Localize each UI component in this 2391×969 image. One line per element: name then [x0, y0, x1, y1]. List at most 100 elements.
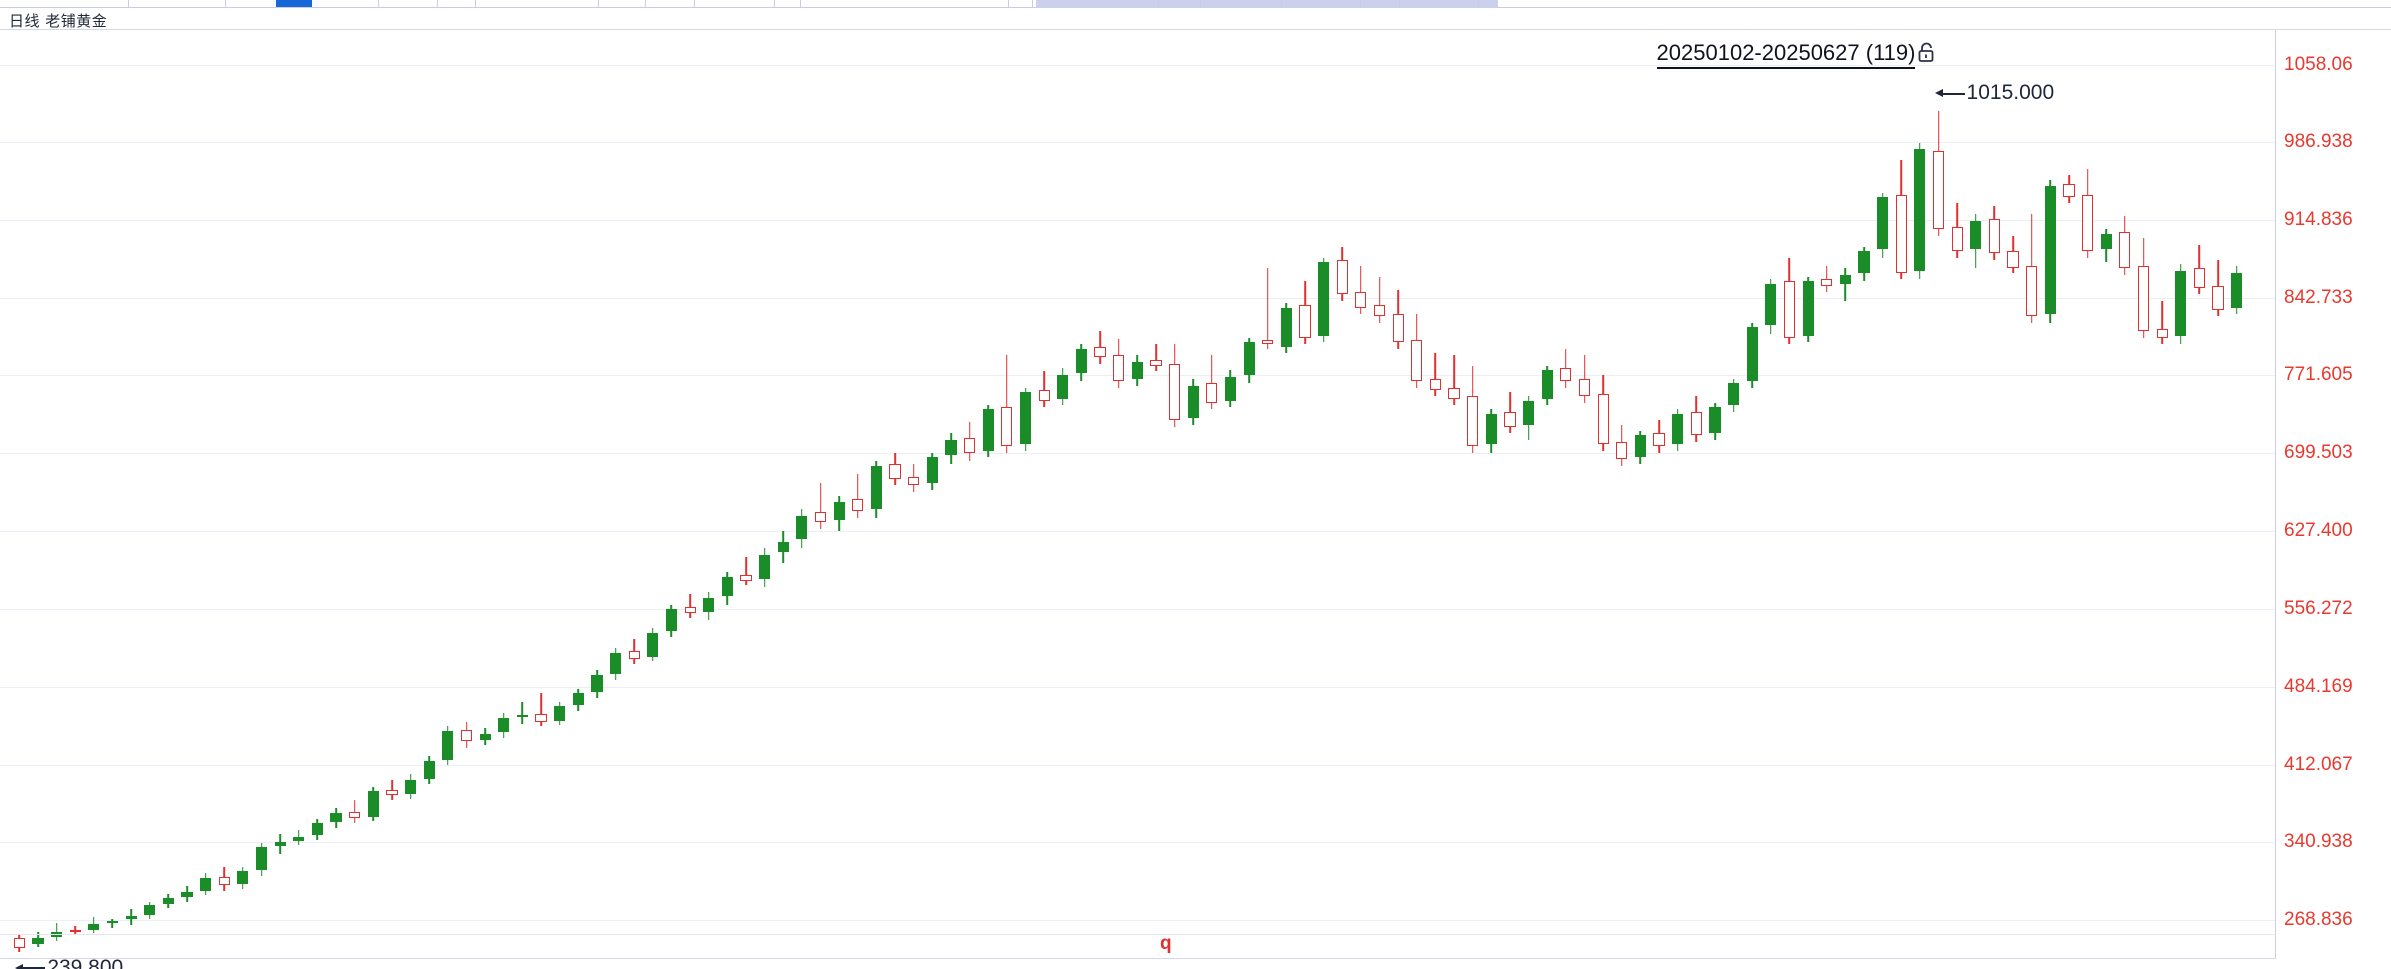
candlestick[interactable] — [535, 30, 547, 959]
unlock-icon[interactable] — [1917, 41, 1936, 68]
candlestick[interactable] — [759, 30, 771, 959]
candlestick[interactable] — [2231, 30, 2243, 959]
candlestick[interactable] — [1970, 30, 1982, 959]
candlestick[interactable] — [1411, 30, 1423, 959]
candlestick[interactable] — [69, 30, 81, 959]
candlestick[interactable] — [1560, 30, 1572, 959]
candlestick[interactable] — [1224, 30, 1237, 959]
candlestick[interactable] — [1467, 30, 1479, 959]
candlestick[interactable] — [2137, 30, 2150, 959]
candlestick[interactable] — [814, 30, 827, 959]
candlestick[interactable] — [349, 30, 361, 959]
candlestick[interactable] — [106, 30, 119, 959]
candlestick[interactable] — [1131, 30, 1143, 959]
candlestick[interactable] — [88, 30, 100, 959]
candlestick[interactable] — [665, 30, 678, 959]
candlestick[interactable] — [1616, 30, 1628, 959]
candlestick[interactable] — [684, 30, 696, 959]
candlestick[interactable] — [628, 30, 640, 959]
candlestick[interactable] — [1019, 30, 1032, 959]
candlestick[interactable] — [1858, 30, 1870, 959]
candlestick[interactable] — [1709, 30, 1721, 959]
candlestick[interactable] — [386, 30, 398, 959]
candlestick[interactable] — [1746, 30, 1758, 959]
candlestick[interactable] — [1914, 30, 1926, 959]
candlestick[interactable] — [1523, 30, 1535, 959]
candlestick[interactable] — [442, 30, 454, 959]
candlestick[interactable] — [1187, 30, 1199, 959]
candlestick[interactable] — [1094, 30, 1106, 959]
candlestick[interactable] — [1336, 30, 1348, 959]
candlestick[interactable] — [274, 30, 286, 959]
candlestick[interactable] — [1299, 30, 1311, 959]
candlestick[interactable] — [703, 30, 715, 959]
date-range-badge[interactable]: 20250102-20250627 (119) — [1656, 40, 1937, 69]
candlestick[interactable] — [293, 30, 305, 959]
candlestick[interactable] — [609, 30, 622, 959]
candlestick[interactable] — [1262, 30, 1274, 959]
candlestick[interactable] — [833, 30, 845, 959]
candlestick[interactable] — [889, 30, 901, 959]
candlestick[interactable] — [1075, 30, 1087, 959]
candlestick[interactable] — [144, 30, 156, 959]
candlestick[interactable] — [721, 30, 733, 959]
candlestick[interactable] — [423, 30, 435, 959]
candlestick[interactable] — [516, 30, 528, 959]
candlestick[interactable] — [796, 30, 808, 959]
candlestick[interactable] — [125, 30, 137, 959]
candlestick[interactable] — [1988, 30, 2001, 959]
candlestick[interactable] — [1150, 30, 1162, 959]
candlestick[interactable] — [1485, 30, 1497, 959]
candlestick[interactable] — [255, 30, 268, 959]
candlestick[interactable] — [1634, 30, 1646, 959]
candlestick[interactable] — [1932, 30, 1945, 959]
candlestick[interactable] — [1206, 30, 1218, 959]
candlestick[interactable] — [1653, 30, 1665, 959]
candlestick[interactable] — [945, 30, 957, 959]
candlestick[interactable] — [2193, 30, 2205, 959]
candlestick[interactable] — [1504, 30, 1516, 959]
candlestick[interactable] — [1355, 30, 1367, 959]
candlestick[interactable] — [1951, 30, 1963, 959]
tab-selected[interactable] — [276, 0, 312, 7]
candlestick[interactable] — [330, 30, 342, 959]
candlestick[interactable] — [647, 30, 659, 959]
candlestick[interactable] — [2044, 30, 2056, 959]
candlestick[interactable] — [1168, 30, 1181, 959]
candlestick[interactable] — [740, 30, 752, 959]
candlestick[interactable] — [1839, 30, 1851, 959]
candlestick[interactable] — [1448, 30, 1460, 959]
candlestick[interactable] — [1783, 30, 1796, 959]
candlestick[interactable] — [200, 30, 212, 959]
candlestick[interactable] — [181, 30, 193, 959]
candlestick[interactable] — [367, 30, 379, 959]
candlestick[interactable] — [1672, 30, 1684, 959]
candlestick[interactable] — [1280, 30, 1292, 959]
chart-plot-area[interactable]: 20250102-20250627 (119) 1015.000 239.800… — [0, 30, 2276, 969]
candlestick[interactable] — [926, 30, 938, 959]
candlestick[interactable] — [1578, 30, 1591, 959]
candlestick[interactable] — [554, 30, 566, 959]
candlestick[interactable] — [218, 30, 230, 959]
candlestick[interactable] — [1001, 30, 1013, 959]
candlestick[interactable] — [1765, 30, 1777, 959]
candlestick[interactable] — [982, 30, 994, 959]
candlestick[interactable] — [1690, 30, 1702, 959]
candlestick[interactable] — [1429, 30, 1442, 959]
candlestick[interactable] — [50, 30, 63, 959]
candlestick[interactable] — [1057, 30, 1069, 959]
candlestick[interactable] — [460, 30, 473, 959]
candlestick[interactable] — [1243, 30, 1255, 959]
candlestick[interactable] — [1597, 30, 1609, 959]
candlestick[interactable] — [2063, 30, 2075, 959]
candlestick[interactable] — [2007, 30, 2019, 959]
candlestick[interactable] — [870, 30, 883, 959]
candlestick[interactable] — [2082, 30, 2094, 959]
candlestick[interactable] — [1113, 30, 1125, 959]
candlestick[interactable] — [777, 30, 789, 959]
candlestick[interactable] — [498, 30, 510, 959]
candlestick[interactable] — [32, 30, 44, 959]
candlestick[interactable] — [162, 30, 174, 959]
candlestick[interactable] — [1038, 30, 1050, 959]
candlestick[interactable] — [2156, 30, 2168, 959]
